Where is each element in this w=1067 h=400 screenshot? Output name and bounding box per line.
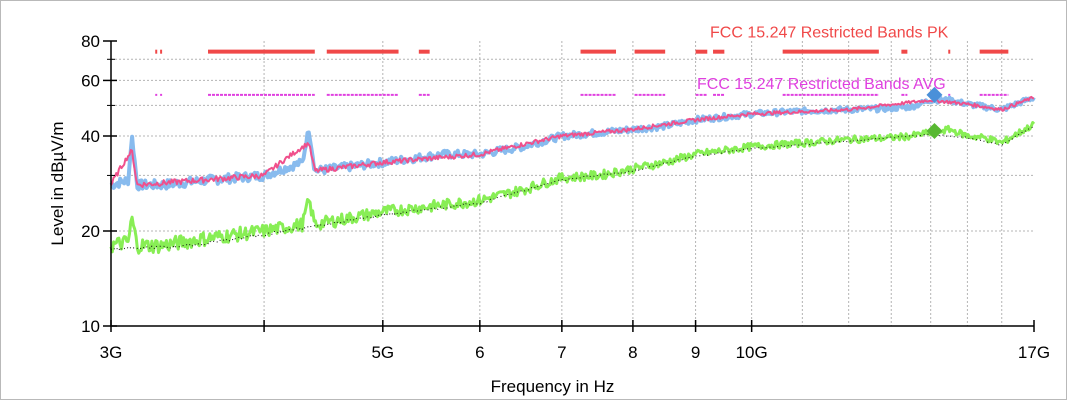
x-tick-label: 6 (475, 343, 484, 362)
series-line-3 (109, 121, 1036, 255)
limit-line-label: FCC 15.247 Restricted Bands AVG (697, 76, 946, 93)
x-tick-label: 5G (371, 343, 394, 362)
x-tick-label: 17G (1018, 343, 1050, 362)
y-tick-label: 20 (81, 222, 100, 241)
series-lines (109, 95, 1036, 255)
x-tick-label: 7 (557, 343, 566, 362)
limit-line-1: FCC 15.247 Restricted Bands PK (155, 25, 1009, 54)
y-tick-label: 60 (81, 71, 100, 90)
y-tick-label: 10 (81, 317, 100, 336)
y-axis-label: Level in dBµV/m (48, 121, 67, 245)
limit-line-label: FCC 15.247 Restricted Bands PK (710, 25, 949, 42)
limit-lines: FCC 15.247 Restricted Bands PK FCC 15.247… (155, 25, 1009, 96)
x-tick-label: 8 (628, 343, 637, 362)
series-line-4 (110, 126, 1035, 251)
limit-line-2: FCC 15.247 Restricted Bands AVG (155, 76, 1009, 96)
ticks: 3G 5G 6 7 8 9 10G 17G 10 20 40 60 80 (81, 32, 1050, 362)
marker-diamond-1 (926, 86, 943, 103)
y-tick-label: 80 (81, 32, 100, 51)
series-line-2 (110, 95, 1035, 189)
y-tick-label: 40 (81, 127, 100, 146)
x-tick-label: 9 (691, 343, 700, 362)
x-tick-label: 10G (736, 343, 768, 362)
markers (926, 86, 943, 139)
x-axis-label: Frequency in Hz (491, 377, 615, 396)
x-tick-label: 3G (100, 343, 123, 362)
axes (110, 41, 1034, 327)
marker-diamond-2 (926, 122, 943, 139)
